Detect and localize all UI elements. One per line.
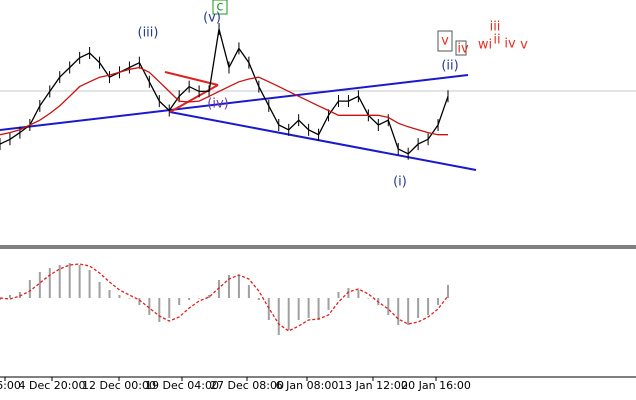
histogram-bar [88,270,91,298]
plot: (iii)(v)c(iv)(ii)(i)vivwiiiiiiivv16:004 … [0,0,528,392]
x-tick-label: 20 Jan 16:00 [401,379,471,392]
histogram-bar [287,298,290,330]
label-box [455,40,467,56]
histogram-bar [208,295,211,298]
x-tick-label: 4 Dec 20:00 [19,379,86,392]
histogram-bar [307,298,310,318]
histogram-bar [168,298,171,318]
histogram-bar [218,280,221,298]
signal-line [0,263,449,332]
moving-average [0,66,448,136]
wave-label: (iii) [138,26,159,41]
histogram-bar [78,265,81,298]
histogram-bar [18,292,21,298]
histogram-bar [257,298,260,300]
histogram-bar [277,298,280,335]
histogram-bar [158,298,161,322]
histogram-bar [367,298,370,299]
x-tick-label: 12 Dec 00:00 [82,379,156,392]
x-tick-label: 27 Dec 08:00 [210,379,284,392]
histogram-bar [0,298,1,300]
histogram-bar [337,292,340,298]
wave-label: ii [493,33,500,48]
histogram-bar [178,298,181,305]
x-tick-label: 16:00 [0,379,21,392]
wave-label: c [216,0,223,15]
histogram-bar [48,268,51,298]
histogram-bar [148,298,151,315]
histogram-bar [437,298,440,305]
histogram-bar [247,285,250,298]
histogram-bar [427,298,430,315]
triangle-line [164,71,219,86]
histogram-bar [58,265,61,298]
histogram-bar [357,290,360,298]
wave-label: iv [504,37,516,52]
wave-label: iv [457,42,469,57]
histogram-bar [98,282,101,298]
wave-label: v [441,34,449,49]
wave-label: v [520,38,528,53]
histogram-bar [407,298,410,325]
histogram-bar [198,298,201,299]
wave-label: (v) [203,11,221,26]
histogram-bar [38,272,41,298]
price-line [0,28,449,155]
histogram-bar [118,295,121,298]
histogram-bar [8,295,11,298]
histogram-bar [28,280,31,298]
wave-label: wi [478,38,492,53]
x-tick-label: 6 Jan 08:00 [276,379,339,392]
histogram-bar [188,298,191,300]
x-tick-label: 19 Dec 04:00 [145,379,219,392]
trend-line [169,111,477,171]
wave-label: iii [490,20,501,35]
wave-label: (iv) [207,97,228,112]
label-box [437,30,453,52]
histogram-bar [227,275,230,298]
histogram-bar [267,298,270,320]
histogram-bar [347,288,350,298]
histogram-bar [447,285,449,298]
histogram-bar [128,298,131,299]
histogram-bar [397,298,400,325]
trend-line [0,74,469,131]
histogram-bar [387,298,390,315]
histogram-bar [317,298,320,320]
histogram-bar [108,290,111,298]
wave-label: (i) [393,175,407,190]
histogram-bar [68,263,71,298]
x-tick-label: 13 Jan 12:00 [338,379,408,392]
histogram-bar [138,298,141,305]
histogram-bar [417,298,420,318]
histogram-bar [327,298,330,310]
wave-label: (ii) [441,59,458,74]
histogram-bar [237,275,240,298]
label-box [212,0,228,15]
histogram-bar [297,298,300,320]
